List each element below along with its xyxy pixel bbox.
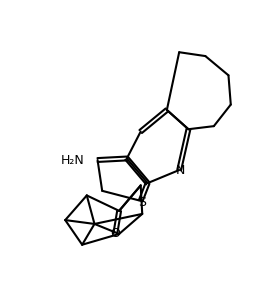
Text: O: O xyxy=(110,228,120,240)
Text: S: S xyxy=(138,196,146,209)
Text: N: N xyxy=(176,163,185,176)
Text: H₂N: H₂N xyxy=(61,153,85,166)
